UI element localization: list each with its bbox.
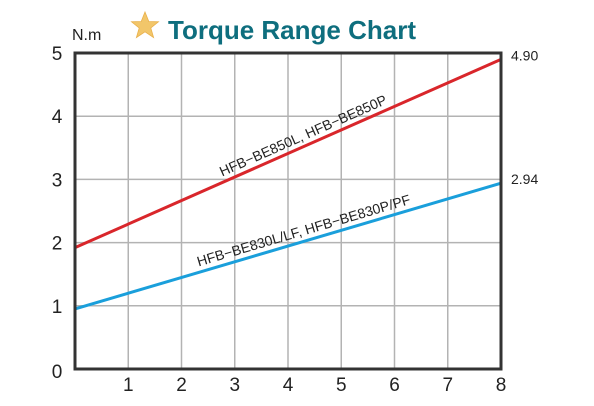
x-tick-label-0: 1 (123, 375, 134, 396)
x-tick-label-2: 3 (229, 375, 240, 396)
series-label-1: HFB−BE830L/LF, HFB−BE830P/PF (195, 191, 412, 269)
y-tick-label-4: 4 (52, 107, 63, 128)
y-tick-label-0: 0 (52, 362, 63, 383)
tick-labels: 1 2 3 4 5 6 7 8 0 1 2 3 4 5 (52, 44, 507, 396)
series-labels: 4.90 HFB−BE850L, HFB−BE850P 2.94 HFB−BE830L… (195, 47, 538, 269)
series-lines (74, 57, 502, 311)
x-tick-label-1: 2 (176, 375, 187, 396)
series-end-value-1: 2.94 (511, 171, 538, 187)
x-tick-label-5: 6 (389, 375, 400, 396)
y-axis-unit-label: N.m (72, 27, 101, 44)
star-icon (130, 10, 160, 39)
y-tick-label-5: 5 (52, 44, 63, 65)
series-line-1 (74, 181, 502, 311)
grid-lines (75, 53, 501, 369)
x-tick-label-6: 7 (442, 375, 453, 396)
series-line-0 (74, 57, 502, 250)
series-end-value-0: 4.90 (511, 47, 538, 63)
x-tick-label-4: 5 (336, 375, 347, 396)
chart-title: Torque Range Chart (168, 15, 416, 45)
x-tick-label-7: 8 (496, 375, 507, 396)
x-tick-label-3: 4 (283, 375, 294, 396)
plot-frame (73, 51, 503, 371)
series-label-0: HFB−BE850L, HFB−BE850P (217, 91, 389, 179)
y-tick-label-1: 1 (52, 297, 63, 318)
y-tick-label-2: 2 (52, 234, 63, 255)
y-tick-label-3: 3 (52, 170, 63, 191)
